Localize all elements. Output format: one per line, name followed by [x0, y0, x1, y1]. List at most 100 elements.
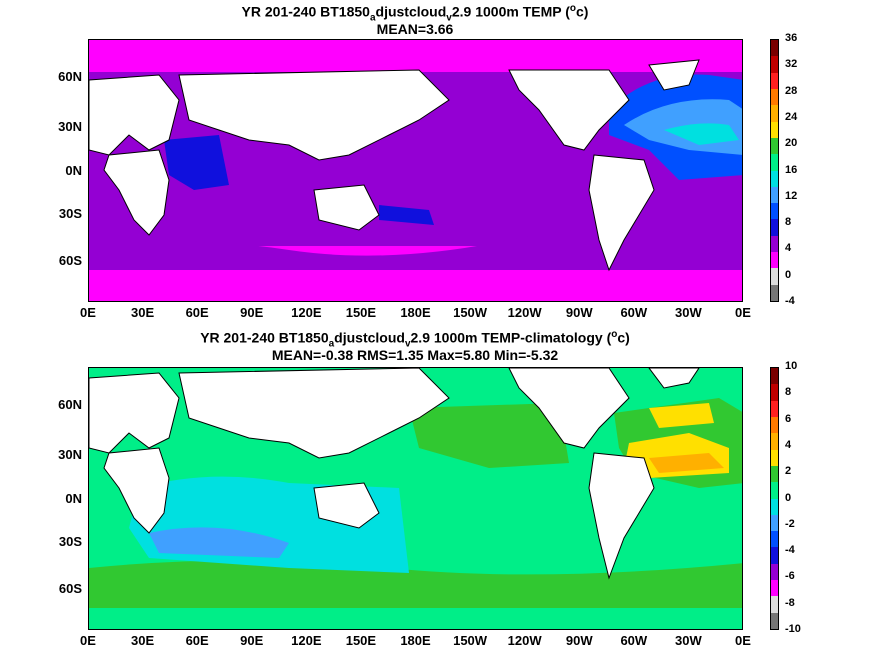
panel1-map: [88, 39, 743, 302]
panel2-colorbar: [770, 367, 779, 630]
lon-tick-label: 150W: [453, 633, 488, 648]
colorbar-swatch: [771, 121, 778, 138]
colorbar-tick-label: 10: [785, 360, 798, 372]
lon-tick-label: 90W: [565, 305, 593, 320]
lat-tick-label: 0N: [65, 491, 82, 506]
panel1-subtitle: MEAN=3.66: [376, 21, 454, 37]
colorbar-tick-label: 32: [785, 58, 798, 71]
colorbar-tick-label: -2: [785, 517, 795, 530]
lon-tick-label: 180E: [400, 305, 431, 320]
lat-tick-label: 30S: [58, 534, 82, 549]
lat-tick-label: 30N: [58, 447, 82, 462]
colorbar-swatch: [771, 482, 778, 499]
panel1-title: YR 201-240 BT1850adjustcloudv2.9 1000m T…: [241, 3, 589, 24]
colorbar-swatch: [771, 368, 778, 385]
lon-tick-label: 0E: [80, 305, 96, 320]
panel2-title: YR 201-240 BT1850adjustcloudv2.9 1000m T…: [200, 329, 630, 350]
colorbar-swatch: [771, 105, 778, 122]
lon-tick-label: 60W: [620, 633, 648, 648]
colorbar-tick-label: 4: [785, 242, 792, 255]
colorbar-swatch: [771, 580, 778, 597]
lon-tick-label: 30E: [131, 305, 155, 320]
colorbar-tick-label: 16: [785, 163, 798, 176]
lon-tick-label: 90E: [240, 305, 264, 320]
lon-tick-label: 90W: [565, 633, 593, 648]
panel1-colorbar: [770, 39, 779, 302]
colorbar-tick-label: -4: [785, 295, 795, 307]
panel2-subtitle: MEAN=-0.38 RMS=1.35 Max=5.80 Min=-5.32: [271, 347, 559, 363]
lon-tick-label: 0E: [735, 633, 751, 648]
colorbar-swatch: [771, 186, 778, 204]
colorbar-swatch: [771, 268, 778, 285]
colorbar-swatch: [771, 514, 778, 532]
colorbar-tick-label: 0: [785, 491, 792, 504]
lon-tick-label: 150E: [345, 633, 377, 648]
colorbar-swatch: [771, 219, 778, 236]
colorbar-swatch: [771, 56, 778, 73]
lon-tick-label: 30W: [675, 633, 702, 648]
lon-tick-label: 150E: [345, 305, 377, 320]
lat-tick-label: 60S: [58, 581, 82, 596]
colorbar-swatch: [771, 154, 778, 171]
panel2-map: [88, 367, 743, 630]
colorbar-tick-label: 2: [785, 465, 792, 478]
lat-tick-label: 60N: [58, 397, 82, 412]
lon-tick-label: 120W: [507, 633, 542, 648]
colorbar-tick-label: 28: [785, 84, 798, 97]
lon-tick-label: 150W: [453, 305, 488, 320]
colorbar-swatch: [771, 547, 778, 564]
lon-tick-label: 120E: [291, 305, 322, 320]
lat-tick-label: 60S: [58, 253, 82, 268]
lon-tick-label: 60W: [620, 305, 648, 320]
colorbar-swatch: [771, 384, 778, 401]
lon-tick-label: 120W: [507, 305, 542, 320]
colorbar-swatch: [771, 498, 778, 515]
colorbar-swatch: [771, 284, 778, 301]
lon-tick-label: 90E: [240, 633, 264, 648]
colorbar-swatch: [771, 72, 778, 89]
lon-tick-label: 30E: [131, 633, 155, 648]
colorbar-swatch: [771, 252, 778, 269]
colorbar-swatch: [771, 40, 778, 57]
colorbar-tick-label: 8: [785, 216, 792, 229]
lon-tick-label: 120E: [291, 633, 322, 648]
lon-tick-label: 30W: [675, 305, 702, 320]
colorbar-swatch: [771, 531, 778, 548]
lon-tick-label: 0E: [80, 633, 96, 648]
lon-tick-label: 60E: [185, 633, 209, 648]
colorbar-swatch: [771, 596, 778, 613]
colorbar-swatch: [771, 235, 778, 253]
colorbar-swatch: [771, 563, 778, 581]
colorbar-tick-label: -8: [785, 596, 795, 609]
colorbar-swatch: [771, 137, 778, 155]
lat-tick-label: 0N: [65, 163, 82, 178]
colorbar-tick-label: -6: [785, 570, 795, 583]
panel1-map-svg: [89, 40, 742, 301]
colorbar-tick-label: 20: [785, 137, 798, 150]
colorbar-tick-label: 12: [785, 189, 798, 202]
colorbar-swatch: [771, 203, 778, 220]
colorbar-swatch: [771, 88, 778, 106]
lon-tick-label: 60E: [185, 305, 209, 320]
panel2-map-svg: [89, 368, 742, 629]
lat-tick-label: 60N: [58, 69, 82, 84]
colorbar-swatch: [771, 449, 778, 466]
colorbar-tick-label: -4: [785, 544, 795, 557]
colorbar-tick-label: 8: [785, 386, 792, 399]
colorbar-tick-label: 4: [785, 438, 792, 451]
colorbar-tick-label: 24: [785, 110, 798, 123]
colorbar-swatch: [771, 465, 778, 483]
colorbar-tick-label: -10: [785, 623, 801, 635]
colorbar-tick-label: 6: [785, 412, 792, 425]
colorbar-swatch: [771, 400, 778, 417]
colorbar-swatch: [771, 416, 778, 434]
colorbar-swatch: [771, 170, 778, 187]
lon-tick-label: 0E: [735, 305, 751, 320]
colorbar-swatch: [771, 612, 778, 629]
lat-tick-label: 30S: [58, 206, 82, 221]
colorbar-swatch: [771, 433, 778, 450]
lat-tick-label: 30N: [58, 119, 82, 134]
colorbar-tick-label: 0: [785, 268, 792, 281]
lon-tick-label: 180E: [400, 633, 431, 648]
colorbar-tick-label: 36: [785, 32, 798, 44]
